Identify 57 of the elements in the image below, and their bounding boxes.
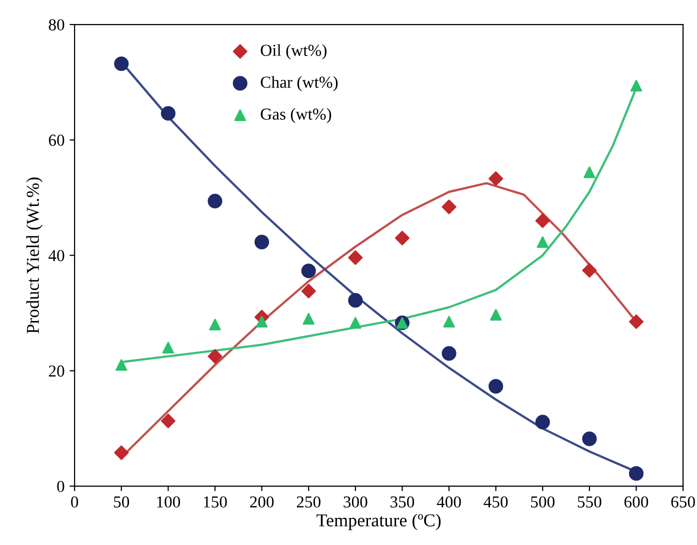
point	[584, 166, 596, 178]
point	[442, 200, 456, 214]
point	[488, 171, 504, 186]
point	[535, 213, 550, 228]
point	[628, 314, 644, 329]
point	[301, 264, 316, 278]
point	[114, 56, 129, 72]
point	[443, 316, 455, 328]
x-tick-label: 100	[157, 496, 180, 508]
x-tick-label: 0	[71, 496, 78, 508]
x-tick-label: 200	[250, 496, 274, 508]
point	[256, 316, 268, 328]
point	[116, 359, 128, 371]
point	[114, 445, 129, 460]
x-tick-label: 350	[390, 496, 414, 508]
x-tick-label: 250	[296, 496, 320, 508]
point	[254, 234, 270, 250]
point	[582, 432, 597, 446]
point	[350, 317, 362, 329]
x-tick-label: 150	[204, 496, 227, 508]
x-tick-label: 50	[114, 496, 130, 508]
point	[209, 318, 221, 330]
y-tick-label: 20	[48, 365, 64, 377]
point	[394, 230, 410, 246]
y-tick-label: 0	[57, 480, 64, 492]
point	[160, 414, 176, 428]
y-axis-title: Product Yield (Wt.%)	[26, 177, 43, 334]
point	[442, 346, 456, 361]
x-tick-label: 600	[624, 496, 648, 508]
point	[302, 312, 314, 325]
y-tick-label: 80	[48, 19, 64, 30]
point	[348, 250, 363, 265]
x-tick-label: 400	[436, 496, 461, 508]
point	[536, 236, 548, 248]
x-tick-label: 500	[531, 496, 555, 508]
point	[208, 194, 222, 208]
x-tick-label: 300	[344, 496, 368, 508]
point	[535, 414, 550, 430]
point	[162, 342, 174, 354]
x-tick-label: 450	[484, 496, 508, 508]
y-tick-label: 40	[48, 250, 64, 262]
legend-label: Gas (wt%)	[260, 108, 332, 124]
point	[208, 349, 222, 364]
point	[160, 106, 176, 121]
point	[490, 308, 502, 321]
point	[348, 293, 363, 308]
legend-label: Char (wt%)	[260, 76, 338, 92]
y-tick-label: 60	[48, 134, 64, 146]
point	[582, 263, 597, 278]
x-axis-title: Temperature (ºC)	[316, 514, 441, 530]
point	[628, 466, 644, 481]
x-tick-label: 550	[578, 496, 602, 508]
point	[301, 284, 316, 298]
point	[630, 80, 642, 92]
x-tick-label: 650	[671, 496, 695, 508]
point	[488, 379, 504, 394]
legend-label: Oil (wt%)	[260, 44, 326, 60]
